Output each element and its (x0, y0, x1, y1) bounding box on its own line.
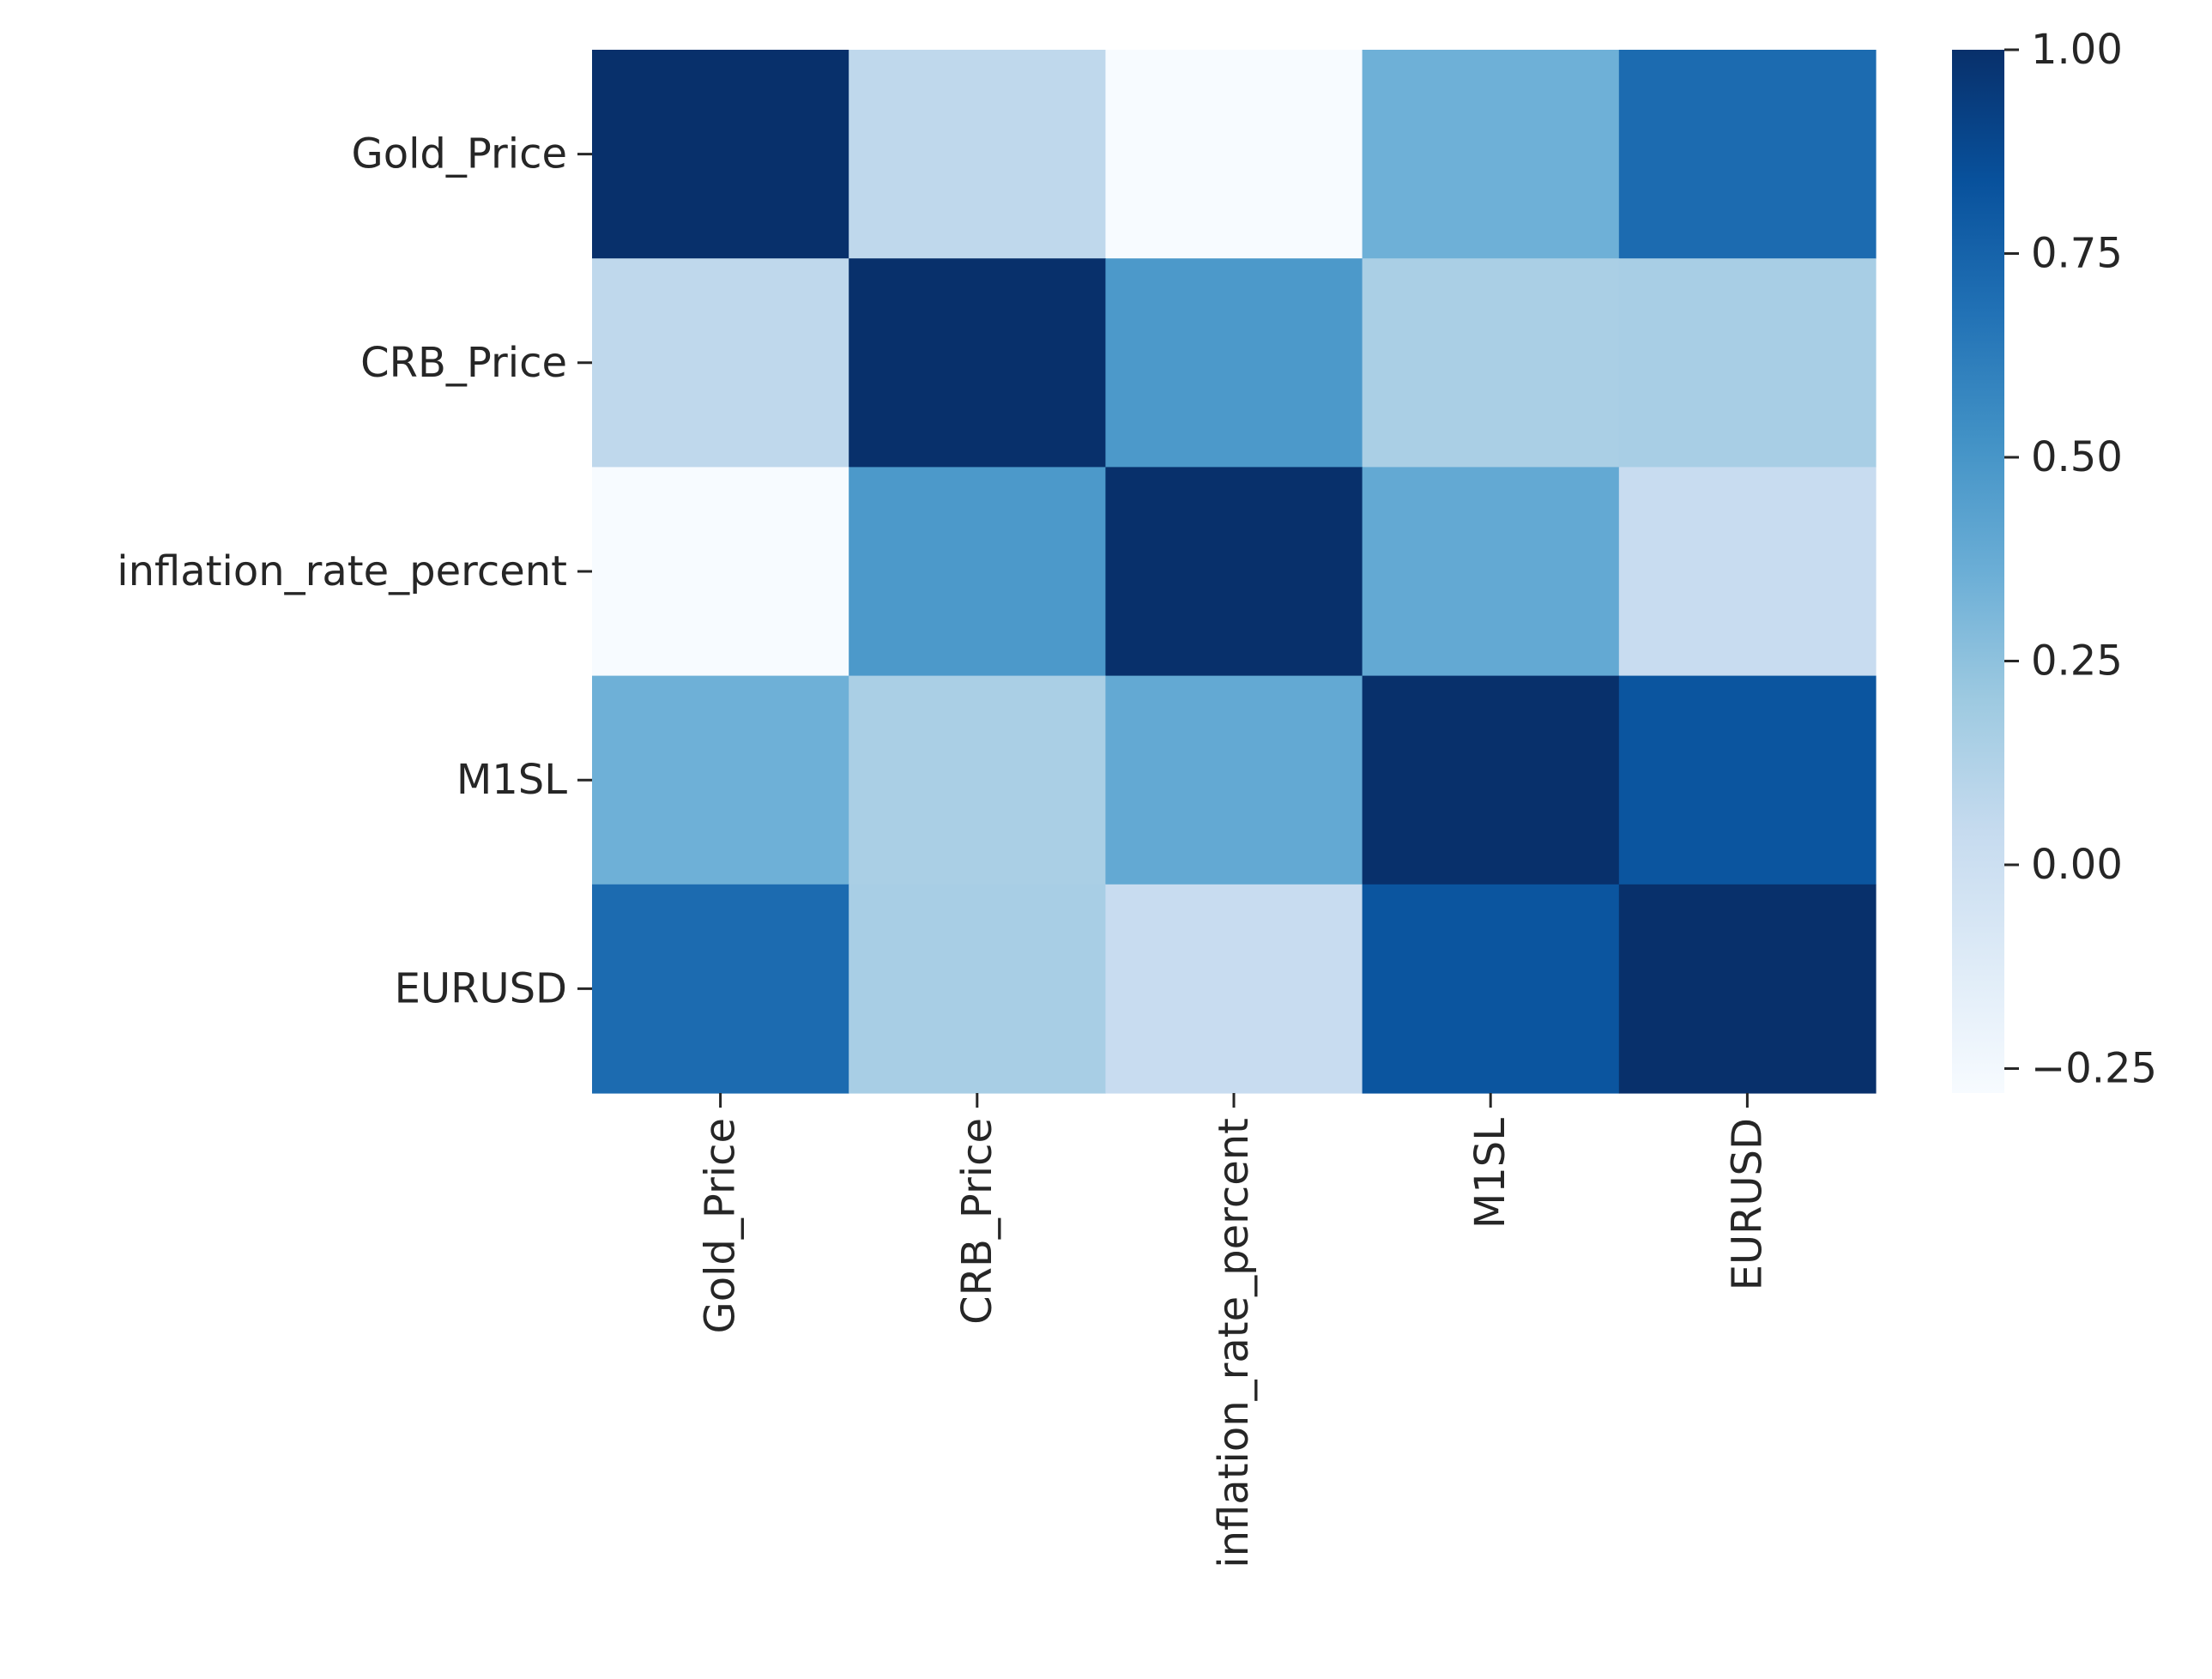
heatmap-cell-Gold_Price-M1SL (1362, 50, 1620, 259)
x-tick-label: EURUSD (1723, 1118, 1771, 1290)
heatmap-cell-inflation_rate_percent-Gold_Price (592, 467, 849, 677)
x-tick-label: CRB_Price (953, 1118, 1001, 1325)
colorbar-ticks: 1.00 0.75 0.50 0.25 0.00 −0.25 (2004, 26, 2157, 1093)
heatmap-cell-CRB_Price-CRB_Price (849, 258, 1106, 468)
colorbar: 1.00 0.75 0.50 0.25 0.00 −0.25 (1952, 26, 2157, 1093)
colorbar-tick-label: 1.00 (2031, 26, 2123, 74)
colorbar-tick-label: 0.00 (2031, 841, 2123, 889)
colorbar-tick-label: −0.25 (2031, 1045, 2157, 1093)
heatmap-cell-M1SL-M1SL (1362, 675, 1620, 885)
heatmap-cell-CRB_Price-EURUSD (1618, 258, 1877, 468)
x-tick-label: M1SL (1466, 1118, 1514, 1229)
y-tick-label: M1SL (456, 756, 567, 804)
heatmap-cell-Gold_Price-inflation_rate_percent (1105, 50, 1363, 259)
colorbar-tick-label: 0.25 (2031, 637, 2123, 685)
y-tick-label: inflation_rate_percent (117, 547, 567, 595)
heatmap-cell-Gold_Price-CRB_Price (849, 50, 1106, 259)
heatmap-cell-EURUSD-EURUSD (1618, 884, 1877, 1094)
heatmap-cell-EURUSD-M1SL (1362, 884, 1620, 1094)
heatmap-cell-inflation_rate_percent-inflation_rate_percent (1105, 467, 1363, 677)
y-tick-label: EURUSD (395, 964, 567, 1012)
x-tick-label: inflation_rate_percent (1210, 1118, 1258, 1568)
x-tick-label: Gold_Price (697, 1118, 745, 1333)
colorbar-tick-label: 0.50 (2031, 433, 2123, 481)
heatmap-cell-inflation_rate_percent-CRB_Price (849, 467, 1106, 677)
y-tick-label: CRB_Price (360, 339, 567, 387)
heatmap-cell-M1SL-inflation_rate_percent (1105, 675, 1363, 885)
colorbar-tick-label: 0.75 (2031, 230, 2123, 278)
heatmap-cell-CRB_Price-Gold_Price (592, 258, 849, 468)
heatmap-cell-Gold_Price-EURUSD (1618, 50, 1877, 259)
heatmap-cell-CRB_Price-M1SL (1362, 258, 1620, 468)
colorbar-gradient (1952, 50, 2004, 1093)
y-tick-label: Gold_Price (352, 130, 567, 178)
heatmap-cell-EURUSD-Gold_Price (592, 884, 849, 1094)
heatmap-cell-inflation_rate_percent-M1SL (1362, 467, 1620, 677)
x-axis: Gold_Price CRB_Price inflation_rate_percen… (697, 1093, 1771, 1568)
y-axis: Gold_Price CRB_Price inflation_rate_percen… (117, 130, 592, 1012)
heatmap-cell-EURUSD-inflation_rate_percent (1105, 884, 1363, 1094)
heatmap-cell-M1SL-CRB_Price (849, 675, 1106, 885)
heatmap-cell-inflation_rate_percent-EURUSD (1618, 467, 1877, 677)
heatmap-cell-Gold_Price-Gold_Price (592, 50, 849, 259)
heatmap-cell-EURUSD-CRB_Price (849, 884, 1106, 1094)
heatmap-cell-M1SL-EURUSD (1618, 675, 1877, 885)
heatmap-cells (592, 50, 1877, 1094)
heatmap-cell-M1SL-Gold_Price (592, 675, 849, 885)
heatmap-cell-CRB_Price-inflation_rate_percent (1105, 258, 1363, 468)
